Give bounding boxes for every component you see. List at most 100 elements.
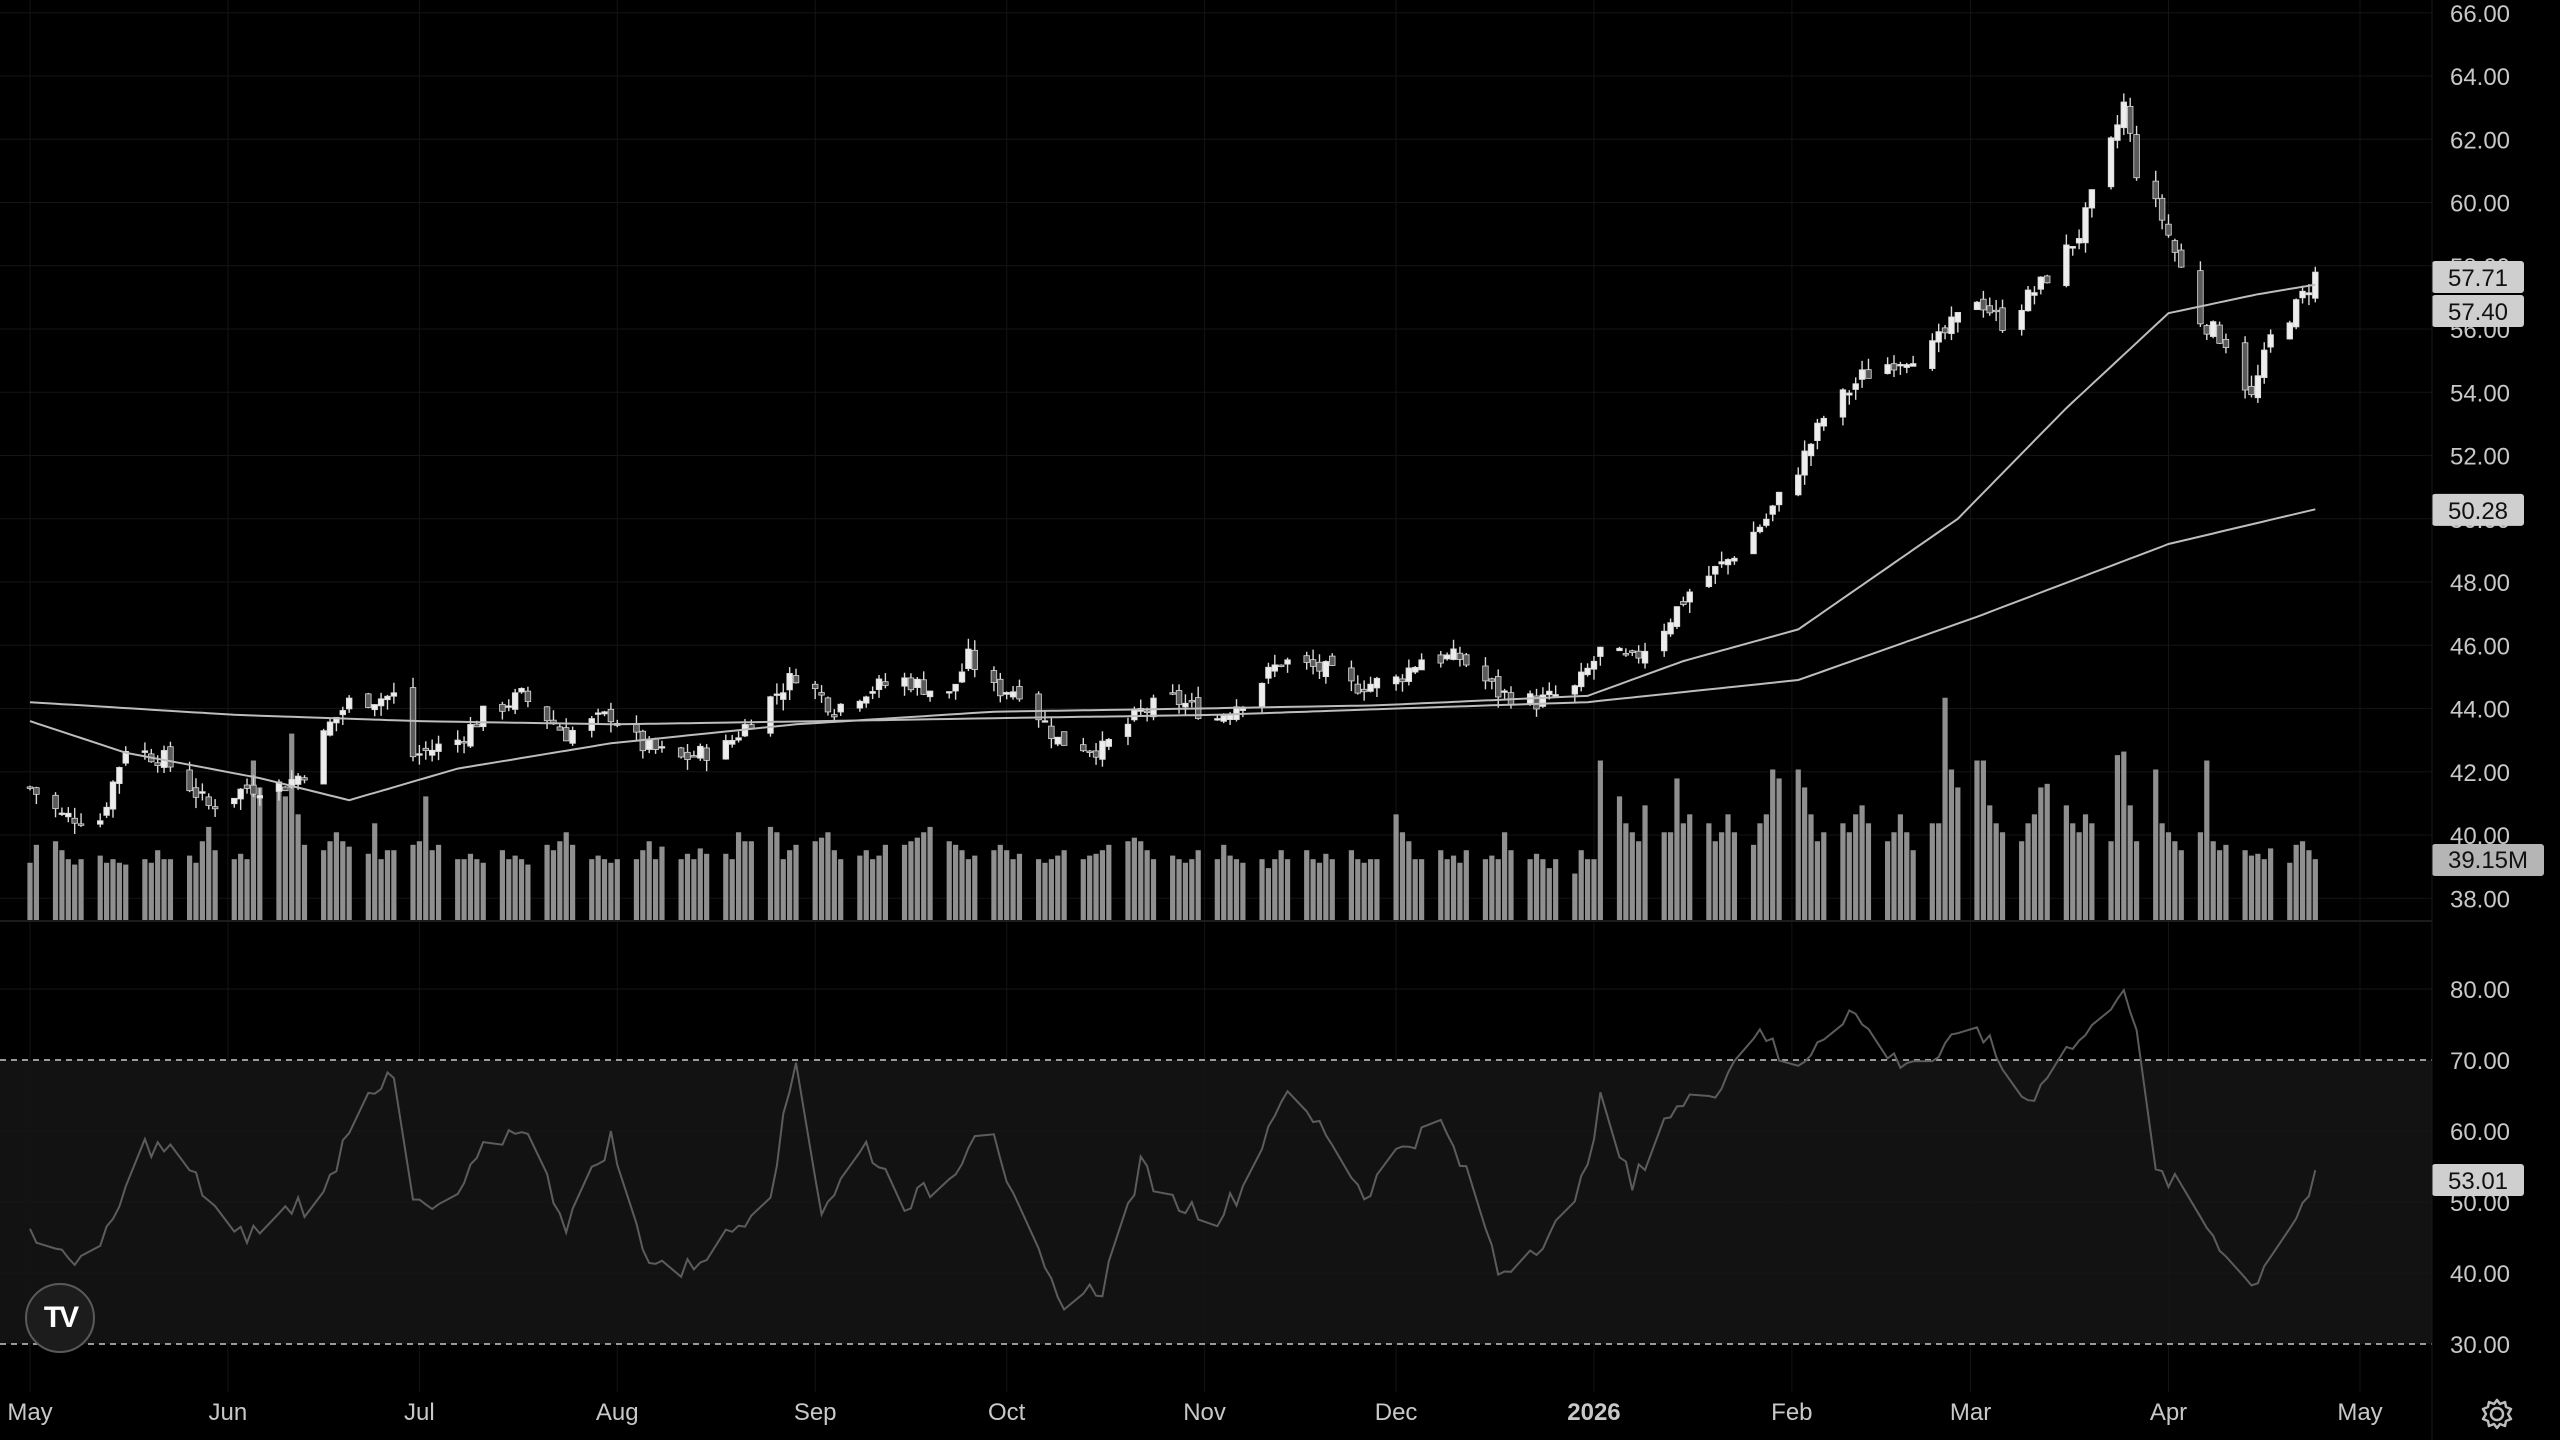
volume-bar <box>748 841 754 921</box>
candle-down <box>684 751 691 761</box>
candle-up <box>1705 575 1713 588</box>
volume-bar <box>1355 859 1361 921</box>
candle-down <box>556 726 564 731</box>
volume-bar <box>1750 844 1757 921</box>
volume-bar <box>1840 823 1846 921</box>
volume-bar <box>276 783 282 921</box>
volume-bar <box>1955 787 1961 921</box>
candle-down <box>2197 270 2204 325</box>
rsi-tick-label: 30.00 <box>2450 1332 2510 1359</box>
volume-bar <box>429 850 435 921</box>
candle-down <box>1533 695 1540 710</box>
volume-bar <box>563 832 569 921</box>
time-tick-label: Sep <box>794 1399 837 1426</box>
volume-bar <box>1502 832 1508 921</box>
candle-up <box>2075 238 2083 244</box>
candle-up <box>1412 666 1419 673</box>
candle-up <box>914 678 921 689</box>
candle-down <box>1482 665 1489 682</box>
candle-down <box>2152 180 2159 200</box>
volume-bar <box>423 796 429 921</box>
candle-down <box>1992 309 2000 313</box>
candle-up <box>416 753 423 756</box>
volume-bar <box>1131 837 1137 921</box>
volume-bar <box>1221 844 1227 921</box>
candle-down <box>907 677 915 691</box>
volume-bar <box>327 841 333 921</box>
volume-bar <box>1444 859 1450 921</box>
candle-up <box>511 692 519 710</box>
volume-bar <box>2044 783 2050 921</box>
volume-bar <box>1182 862 1189 921</box>
candle-up <box>237 788 244 800</box>
candle-up <box>1501 690 1508 693</box>
candle-down <box>1188 700 1196 703</box>
gear-icon[interactable] <box>2477 1394 2517 1434</box>
time-tick-label: May <box>2337 1399 2382 1426</box>
candle-down <box>811 683 819 690</box>
candle-down <box>1629 650 1636 653</box>
candle-up <box>1858 369 1866 380</box>
candle-down <box>301 777 308 781</box>
volume-bar <box>250 760 257 921</box>
volume-bar <box>1087 855 1093 921</box>
volume-bar <box>1814 841 1820 921</box>
volume-bar <box>474 859 480 921</box>
candle-up <box>384 695 391 701</box>
volume-bar <box>1399 832 1406 921</box>
volume-bar <box>1987 805 1993 921</box>
volume-bar <box>1680 823 1686 921</box>
volume-bar <box>1144 850 1150 921</box>
candle-up <box>2024 289 2032 312</box>
candle-down <box>2178 249 2185 268</box>
volume-bar <box>1272 859 1278 921</box>
volume-bar <box>972 855 978 921</box>
candle-up <box>1973 301 1981 311</box>
volume-bar <box>1904 832 1910 921</box>
volume-bar <box>1808 814 1814 921</box>
candle-up <box>371 704 378 711</box>
candle-up <box>1105 739 1113 747</box>
candle-down <box>409 687 417 758</box>
gear-glyph <box>2481 1398 2513 1430</box>
volume-bar <box>729 859 735 921</box>
volume-bar <box>1859 805 1865 921</box>
time-tick-label: Dec <box>1375 1399 1418 1426</box>
candle-up <box>1418 659 1425 671</box>
candle-up <box>2031 292 2038 296</box>
volume-bar <box>1540 859 1546 921</box>
volume-bar <box>2153 769 2159 921</box>
volume-bar <box>2299 841 2306 921</box>
volume-bar <box>1189 859 1195 921</box>
volume-bar <box>946 841 952 921</box>
volume-bar <box>812 841 818 921</box>
candle-down <box>2165 223 2172 236</box>
volume-bar <box>1776 778 1782 921</box>
volume-bar <box>1482 859 1489 921</box>
volume-bar <box>467 853 474 921</box>
tradingview-logo-icon[interactable]: TV <box>25 1283 95 1353</box>
candle-down <box>792 675 800 684</box>
volume-bar <box>825 832 831 921</box>
candle-up <box>1839 389 1847 418</box>
volume-bar <box>1406 841 1412 921</box>
volume-bar <box>1731 832 1738 921</box>
candle-down <box>1680 601 1687 605</box>
candle-up <box>952 683 959 692</box>
time-tick-label: Jul <box>404 1399 435 1426</box>
volume-bar <box>2076 832 2082 921</box>
candle-down <box>524 690 532 702</box>
volume-bar <box>1489 855 1495 921</box>
time-tick-label: Oct <box>988 1399 1026 1426</box>
candle-down <box>1456 652 1464 660</box>
volume-bar <box>1725 814 1731 921</box>
candle-up <box>1150 697 1157 718</box>
volume-bar <box>346 846 352 921</box>
candle-down <box>282 786 289 792</box>
time-tick-label: May <box>7 1399 52 1426</box>
rsi-tick-label: 40.00 <box>2450 1261 2510 1288</box>
volume-bar <box>2261 859 2267 921</box>
volume-bar <box>1846 832 1852 921</box>
volume-bar <box>2070 823 2076 921</box>
